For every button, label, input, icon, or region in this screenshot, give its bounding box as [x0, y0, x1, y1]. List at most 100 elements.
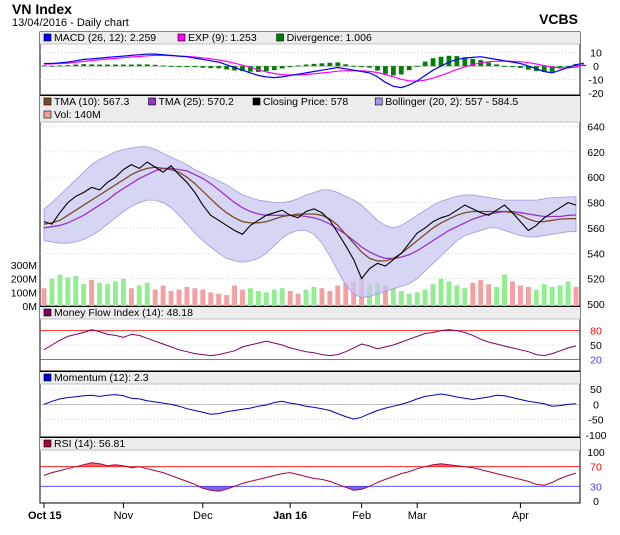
volume-bar — [406, 293, 412, 306]
macd-legend-item: EXP (9): 1.253 — [188, 32, 257, 44]
macd-divergence-bar — [232, 66, 237, 71]
volume-bar — [81, 284, 87, 306]
macd-divergence-bar — [160, 65, 166, 67]
volume-bar — [414, 292, 420, 306]
macd-divergence-bar — [406, 66, 412, 71]
macd-legend-swatch — [43, 33, 52, 42]
price-legend-swatch — [148, 97, 156, 106]
macd-divergence-bar — [136, 64, 142, 67]
volume-bar — [398, 291, 404, 306]
macd-divergence-bar — [65, 65, 71, 67]
macd-divergence-bar — [549, 66, 555, 72]
volume-bar — [382, 285, 388, 306]
volume-bar — [89, 280, 95, 306]
volume-y-tick: 0M — [22, 301, 37, 313]
price-legend-swatch — [374, 97, 383, 106]
macd-divergence-bar — [311, 63, 317, 67]
mom-y-tick: -100 — [585, 430, 606, 442]
macd-legend-bg — [40, 32, 580, 44]
volume-bar — [438, 278, 444, 306]
macd-divergence-bar — [502, 65, 507, 67]
volume-bar — [557, 285, 563, 306]
macd-divergence-bar — [367, 66, 372, 68]
macd-divergence-bar — [279, 66, 285, 69]
macd-divergence-bar — [263, 66, 269, 72]
mom-legend-item: Momentum (12): 2.3 — [54, 372, 149, 384]
volume-bar — [502, 274, 507, 306]
macd-divergence-bar — [81, 64, 87, 67]
rsi-y-tick: 100 — [587, 447, 605, 459]
price-y-tick: 640 — [587, 122, 605, 134]
rsi-line — [43, 462, 577, 492]
price-y-tick: 620 — [587, 147, 605, 159]
macd-divergence-bar — [287, 66, 293, 68]
volume-bar — [65, 277, 71, 306]
volume-bar — [216, 293, 222, 306]
macd-divergence-bar — [248, 66, 253, 72]
macd-divergence-bar — [359, 66, 364, 68]
macd-divergence-bar — [216, 66, 222, 69]
mfi-panel — [39, 306, 581, 372]
price-legend-item: Vol: 140M — [54, 109, 101, 121]
volume-bar — [176, 289, 182, 306]
volume-bar — [565, 281, 571, 306]
volume-bar — [160, 285, 166, 306]
volume-bar — [105, 284, 110, 306]
macd-y-tick: -10 — [588, 75, 603, 87]
macd-divergence-bar — [398, 66, 404, 75]
macd-divergence-bar — [438, 56, 444, 67]
volume-bar — [510, 281, 515, 306]
macd-divergence-bar — [113, 64, 118, 67]
volume-bar — [152, 289, 158, 306]
volume-y-tick: 200M — [11, 274, 37, 286]
mom-y-tick: 50 — [590, 384, 602, 396]
x-axis-label: Apr — [512, 510, 529, 522]
macd-divergence-bar — [176, 66, 182, 68]
macd-divergence-bar — [128, 64, 134, 67]
volume-bar — [232, 285, 238, 306]
mfi-y-tick: 20 — [590, 354, 602, 366]
macd-line — [44, 53, 585, 89]
volume-bar — [486, 284, 492, 306]
chart-title: VN Index — [12, 1, 72, 17]
price-y-tick: 500 — [587, 299, 605, 311]
price-legend-swatch — [43, 110, 52, 119]
macd-divergence-bar — [208, 66, 214, 69]
volume-bar — [295, 293, 301, 306]
macd-y-tick: -20 — [588, 88, 603, 100]
volume-bar — [128, 288, 134, 306]
brand-label: VCBS — [539, 11, 578, 27]
price-legend-swatch — [252, 97, 261, 106]
macd-divergence-bar — [510, 66, 515, 68]
volume-bar — [184, 286, 190, 306]
volume-bar — [287, 291, 293, 306]
macd-divergence-bar — [271, 66, 277, 71]
volume-bar — [41, 288, 47, 306]
macd-legend-swatch — [276, 33, 284, 42]
macd-divergence-bar — [430, 58, 436, 67]
macd-divergence-bar — [581, 64, 587, 67]
volume-bar — [136, 285, 142, 306]
x-axis-label: Nov — [114, 510, 134, 522]
macd-divergence-bar — [565, 65, 571, 67]
macd-divergence-bar — [295, 65, 301, 67]
macd-y-tick: 0 — [593, 61, 599, 73]
volume-bar — [113, 281, 118, 306]
macd-divergence-bar — [351, 65, 357, 67]
mfi-legend-bg — [40, 307, 580, 319]
rsi-legend-bg — [40, 438, 580, 450]
close-price-line — [43, 161, 577, 280]
price-legend-item: Bollinger (20, 2): 557 - 584.5 — [385, 96, 518, 108]
price-y-tick: 520 — [587, 274, 605, 286]
volume-bar — [327, 291, 333, 306]
volume-bar — [192, 288, 198, 306]
volume-bar — [390, 288, 396, 306]
price-y-tick: 600 — [587, 172, 605, 184]
macd-divergence-bar — [414, 65, 420, 67]
price-legend-swatch — [43, 97, 52, 106]
volume-bar — [343, 282, 349, 306]
volume-y-tick: 300M — [11, 260, 37, 272]
volume-bar — [247, 288, 253, 306]
macd-divergence-bar — [105, 64, 110, 67]
